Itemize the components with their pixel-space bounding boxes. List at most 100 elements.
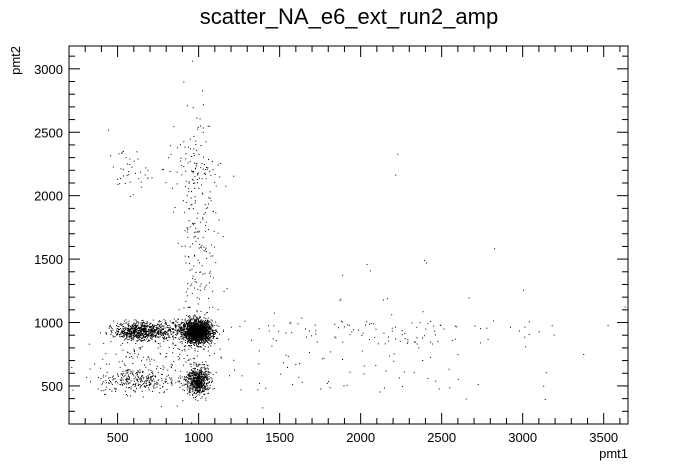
data-point [200,379,202,381]
data-point [190,376,192,377]
data-point [117,333,119,335]
data-point [198,387,200,389]
data-point [189,337,191,339]
data-point [206,168,208,170]
data-point [121,379,123,381]
data-point [169,377,171,379]
data-point [102,374,104,376]
data-point [195,330,197,332]
data-point [205,340,206,342]
data-point [130,328,132,330]
data-point [131,331,133,333]
data-point [414,342,416,343]
data-point [161,329,163,331]
data-point [190,319,192,321]
data-point [203,333,205,335]
data-point [186,195,188,197]
data-point [156,368,158,370]
data-point [197,387,199,389]
data-point [195,377,197,379]
data-point [189,335,191,337]
data-point [200,310,202,312]
data-point [142,333,143,334]
data-point [199,339,201,341]
data-point [208,282,210,284]
data-point [137,337,139,338]
data-point [182,336,184,338]
data-point [335,337,337,339]
data-point [203,156,204,158]
data-point [208,392,209,394]
data-point [129,329,130,331]
data-point [128,387,130,389]
data-point [130,328,132,330]
data-point [190,148,191,150]
data-point [133,334,134,336]
data-point [199,325,201,327]
data-point [111,390,113,392]
data-point [202,127,204,129]
data-point [197,372,199,374]
data-point [196,391,198,393]
data-point [115,381,117,382]
data-point [181,329,182,331]
data-point [206,323,208,325]
data-point [191,373,193,374]
data-point [141,324,143,326]
data-point [424,335,426,337]
data-point [190,388,192,390]
data-point [188,182,190,184]
data-point [201,322,203,324]
data-point [150,378,152,380]
data-point [127,381,129,383]
data-point [183,307,185,309]
data-point [212,338,214,340]
data-point [186,231,188,233]
plot-frame [68,45,629,425]
data-point [124,333,126,335]
data-point [197,400,199,402]
data-point [213,324,215,326]
data-point [330,351,332,353]
data-point [112,335,114,337]
data-point [158,329,160,331]
data-point [199,328,201,330]
data-point [212,388,214,390]
data-point [185,332,187,334]
data-point [158,332,160,334]
data-point [207,331,209,332]
data-point [135,319,137,321]
data-point [203,364,205,366]
data-point [180,157,182,159]
data-point [183,324,184,326]
data-point [205,334,207,336]
data-point [139,384,141,386]
data-point [188,256,190,258]
data-point [185,170,187,172]
data-point [192,332,194,334]
data-point [200,376,202,378]
data-point [191,268,193,270]
data-point [150,369,152,371]
data-point [194,362,196,364]
data-point [401,330,403,332]
data-point [183,141,185,143]
data-point [187,283,189,285]
data-point [134,334,136,336]
data-point [189,226,191,228]
data-point [189,246,191,248]
data-point [136,327,138,329]
data-point [192,386,194,388]
data-point [468,297,470,299]
data-point [259,382,260,384]
data-point [198,339,200,341]
data-point [433,325,435,327]
data-point [209,331,211,332]
data-point [139,331,141,333]
data-point [144,326,145,328]
data-point [100,378,102,380]
data-point [123,335,125,337]
data-point [123,330,125,332]
data-point [228,375,230,377]
